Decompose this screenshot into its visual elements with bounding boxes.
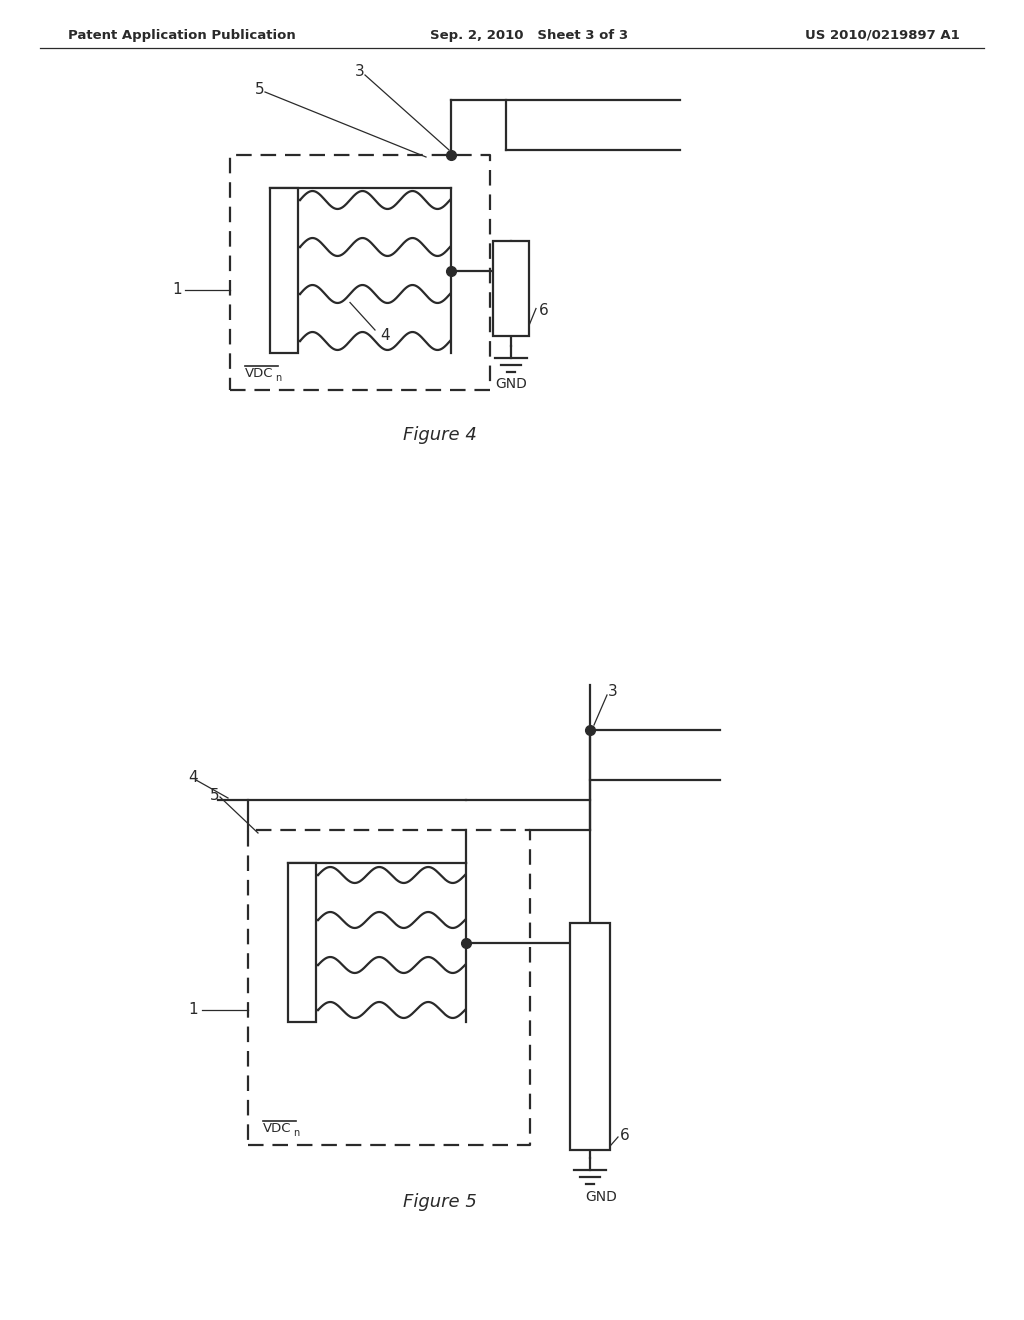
Text: 5: 5 [255,82,264,98]
Text: Sep. 2, 2010   Sheet 3 of 3: Sep. 2, 2010 Sheet 3 of 3 [430,29,628,41]
Text: GND: GND [585,1191,616,1204]
Text: Figure 5: Figure 5 [403,1193,477,1210]
Text: 3: 3 [355,65,365,79]
Text: 1: 1 [172,282,182,297]
Text: 6: 6 [620,1127,630,1143]
Text: n: n [293,1129,299,1138]
Text: US 2010/0219897 A1: US 2010/0219897 A1 [805,29,961,41]
Text: 3: 3 [608,685,617,700]
Bar [493,240,529,335]
Text: n: n [275,374,282,383]
Bar [270,187,298,352]
Text: 4: 4 [188,771,198,785]
Text: 4: 4 [380,327,389,342]
Text: VDC: VDC [263,1122,292,1135]
Text: Patent Application Publication: Patent Application Publication [68,29,296,41]
Text: Figure 4: Figure 4 [403,426,477,444]
Text: VDC: VDC [245,367,273,380]
Text: 5: 5 [210,788,219,803]
Text: 6: 6 [539,304,549,318]
Bar [570,923,610,1150]
Text: GND: GND [495,378,527,392]
Bar [288,863,316,1022]
Text: 1: 1 [188,1002,198,1018]
